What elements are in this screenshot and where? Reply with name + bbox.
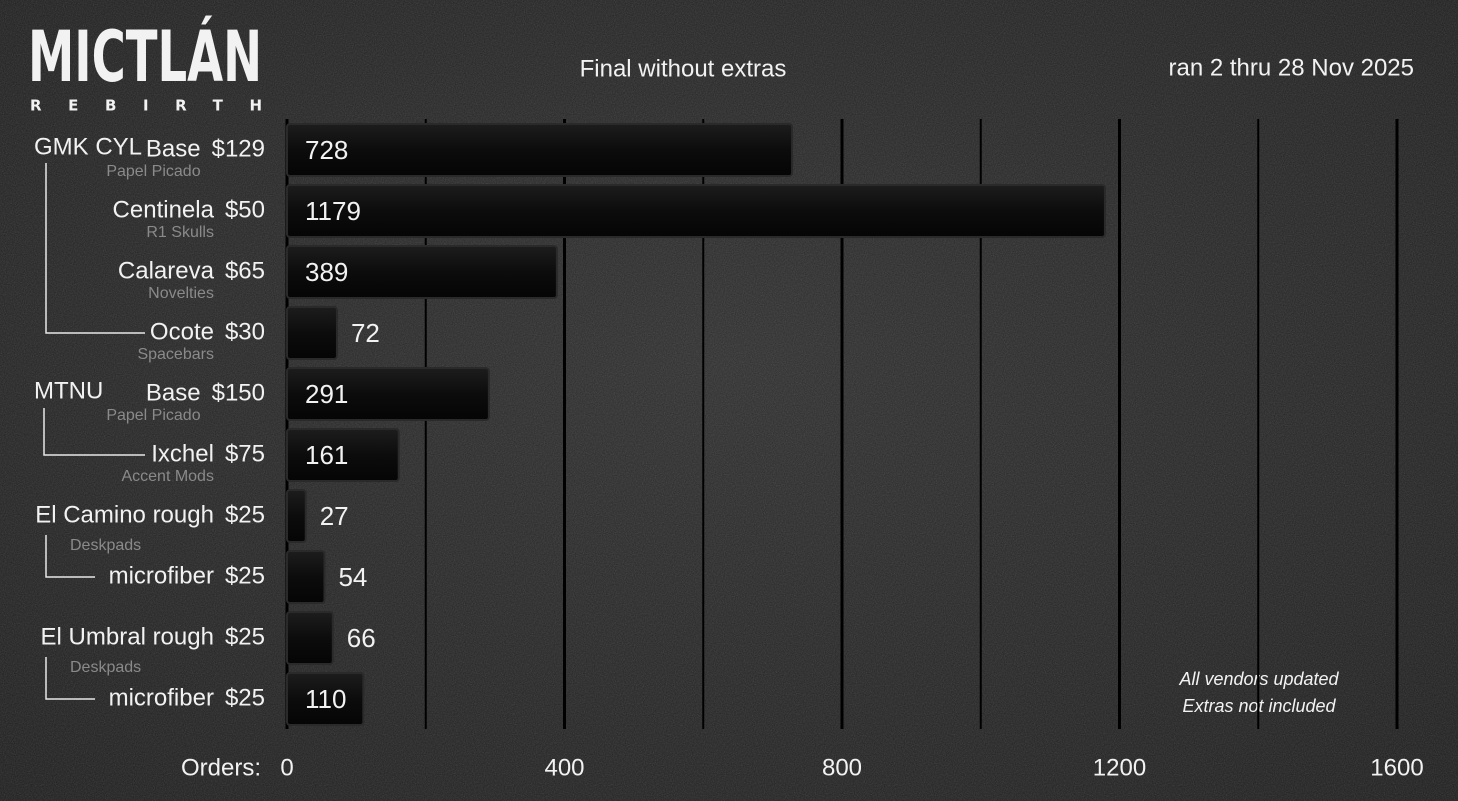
price-label: $30 [225,318,265,345]
bar [286,245,558,299]
bar [286,489,307,543]
value-label: 161 [305,440,348,470]
category-label: microfiber [109,684,214,711]
category-label: Ocote [150,318,214,345]
sublabel: Deskpads [70,537,141,554]
value-label: 54 [338,562,367,592]
value-label: 66 [347,623,376,653]
value-label: 728 [305,135,348,165]
price-label: $65 [225,257,265,284]
x-tick-label: 400 [544,754,584,781]
chart-title: Final without extras [580,55,787,82]
value-label: 27 [320,501,349,531]
sublabel: Papel Picado [106,407,200,424]
x-axis-label: Orders: [181,754,261,781]
value-label: 389 [305,257,348,287]
sublabel: Spacebars [137,346,214,363]
group-bracket [45,535,95,578]
category-label: Base [146,379,201,406]
group-bracket [45,657,95,700]
price-label: $25 [225,501,265,528]
category-label: Centinela [113,196,215,223]
price-label: $150 [212,379,265,406]
group-label: MTNU [34,377,103,404]
group-label: GMK CYL [34,133,142,160]
value-label: 110 [305,684,346,714]
bar [286,306,338,360]
price-label: $75 [225,440,265,467]
category-label: microfiber [109,562,214,589]
category-label: Ixchel [151,440,214,467]
x-tick-label: 1600 [1370,754,1423,781]
price-label: $50 [225,196,265,223]
category-label: El Camino rough [35,501,214,528]
bar [286,428,400,482]
price-label: $25 [225,562,265,589]
price-label: $25 [225,684,265,711]
category-label: El Umbral rough [41,623,214,650]
x-tick-label: 800 [822,754,862,781]
logo: MICTLÁN [28,16,262,98]
x-tick-label: 0 [280,754,293,781]
sublabel: Accent Mods [121,468,213,485]
value-label: 72 [351,318,380,348]
group-bracket [43,408,145,456]
bar [286,611,334,665]
value-label: 1179 [305,196,361,226]
price-label: $25 [225,623,265,650]
price-label: $129 [212,135,265,162]
bar [286,367,490,421]
category-label: Base [146,135,201,162]
sublabel: R1 Skulls [146,224,214,241]
sublabel: Papel Picado [106,163,200,180]
category-label: Calareva [118,257,215,284]
bar [286,123,794,177]
note: Extras not included [1182,696,1336,716]
bar [286,672,365,726]
value-label: 291 [305,379,348,409]
bar [286,184,1106,238]
chart-subtitle: ran 2 thru 28 Nov 2025 [1169,54,1415,81]
x-tick-label: 1200 [1093,754,1146,781]
sublabel: Deskpads [70,659,141,676]
sublabel: Novelties [148,285,214,302]
group-bracket [45,163,145,334]
bar [286,550,326,604]
